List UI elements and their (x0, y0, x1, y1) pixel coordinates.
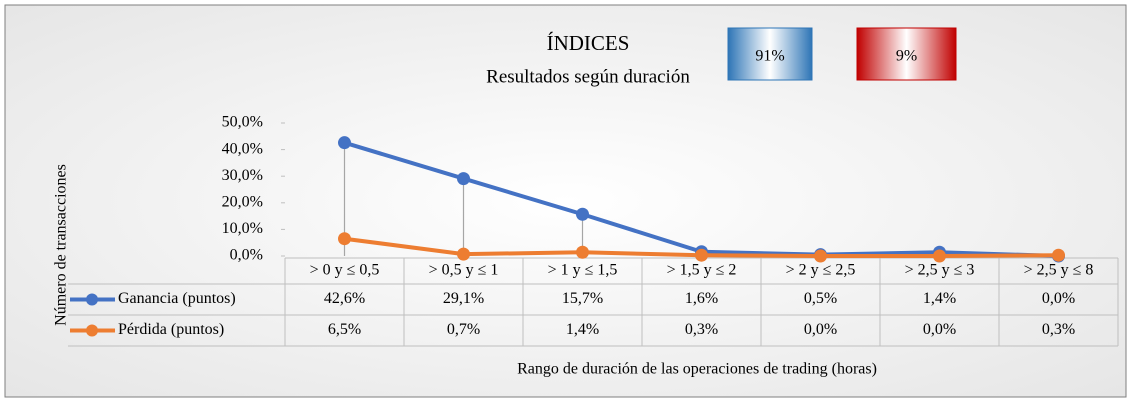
x-tick-label: > 0,5 y ≤ 1 (429, 262, 499, 279)
marker (695, 248, 708, 262)
marker (457, 247, 470, 261)
table-value: 1,4% (923, 290, 956, 307)
table-value: 1,6% (685, 290, 718, 307)
marker (338, 136, 351, 150)
y-tick-label: 50,0% (222, 114, 263, 131)
y-tick-label: 40,0% (222, 140, 263, 157)
x-tick-label: > 0 y ≤ 0,5 (310, 262, 380, 279)
marker (457, 172, 470, 186)
chart-area (4, 4, 1127, 398)
x-tick-label: > 2 y ≤ 2,5 (786, 262, 856, 279)
y-tick-label: 0,0% (230, 247, 263, 264)
marker (1052, 248, 1065, 262)
table-value: 1,4% (566, 321, 599, 338)
x-tick-label: > 1 y ≤ 1,5 (548, 262, 618, 279)
y-tick-label: 30,0% (222, 167, 263, 184)
table-value: 15,7% (562, 290, 603, 307)
y-axis-title: Número de transacciones (53, 164, 70, 326)
legend-label: Pérdida (puntos) (118, 321, 224, 338)
badge (727, 27, 813, 81)
badge (856, 27, 957, 81)
marker (933, 249, 946, 263)
x-axis-title: Rango de duración de las operaciones de … (517, 361, 877, 378)
table-value: 0,0% (804, 321, 837, 338)
table-value: 29,1% (443, 290, 484, 307)
table-value: 0,3% (1042, 321, 1075, 338)
marker (576, 207, 589, 221)
marker (576, 245, 589, 259)
marker (814, 249, 827, 263)
x-tick-label: > 1,5 y ≤ 2 (667, 262, 737, 279)
legend-label: Ganancia (puntos) (118, 290, 236, 307)
y-tick-label: 20,0% (222, 193, 263, 210)
badge-label: 91% (755, 48, 784, 65)
marker (338, 232, 351, 246)
x-tick-label: > 2,5 y ≤ 3 (905, 262, 975, 279)
legend-marker (86, 324, 98, 337)
table-value: 0,0% (1042, 290, 1075, 307)
legend-marker (86, 293, 98, 306)
table-value: 42,6% (324, 290, 365, 307)
table-value: 6,5% (328, 321, 361, 338)
table-value: 0,3% (685, 321, 718, 338)
table-value: 0,0% (923, 321, 956, 338)
x-tick-label: > 2,5 y ≤ 8 (1024, 262, 1094, 279)
badge-label: 9% (896, 48, 917, 65)
chart-title: ÍNDICES (547, 31, 630, 55)
y-tick-label: 10,0% (222, 220, 263, 237)
table-value: 0,5% (804, 290, 837, 307)
table-value: 0,7% (447, 321, 480, 338)
chart-subtitle: Resultados según duración (486, 66, 690, 87)
